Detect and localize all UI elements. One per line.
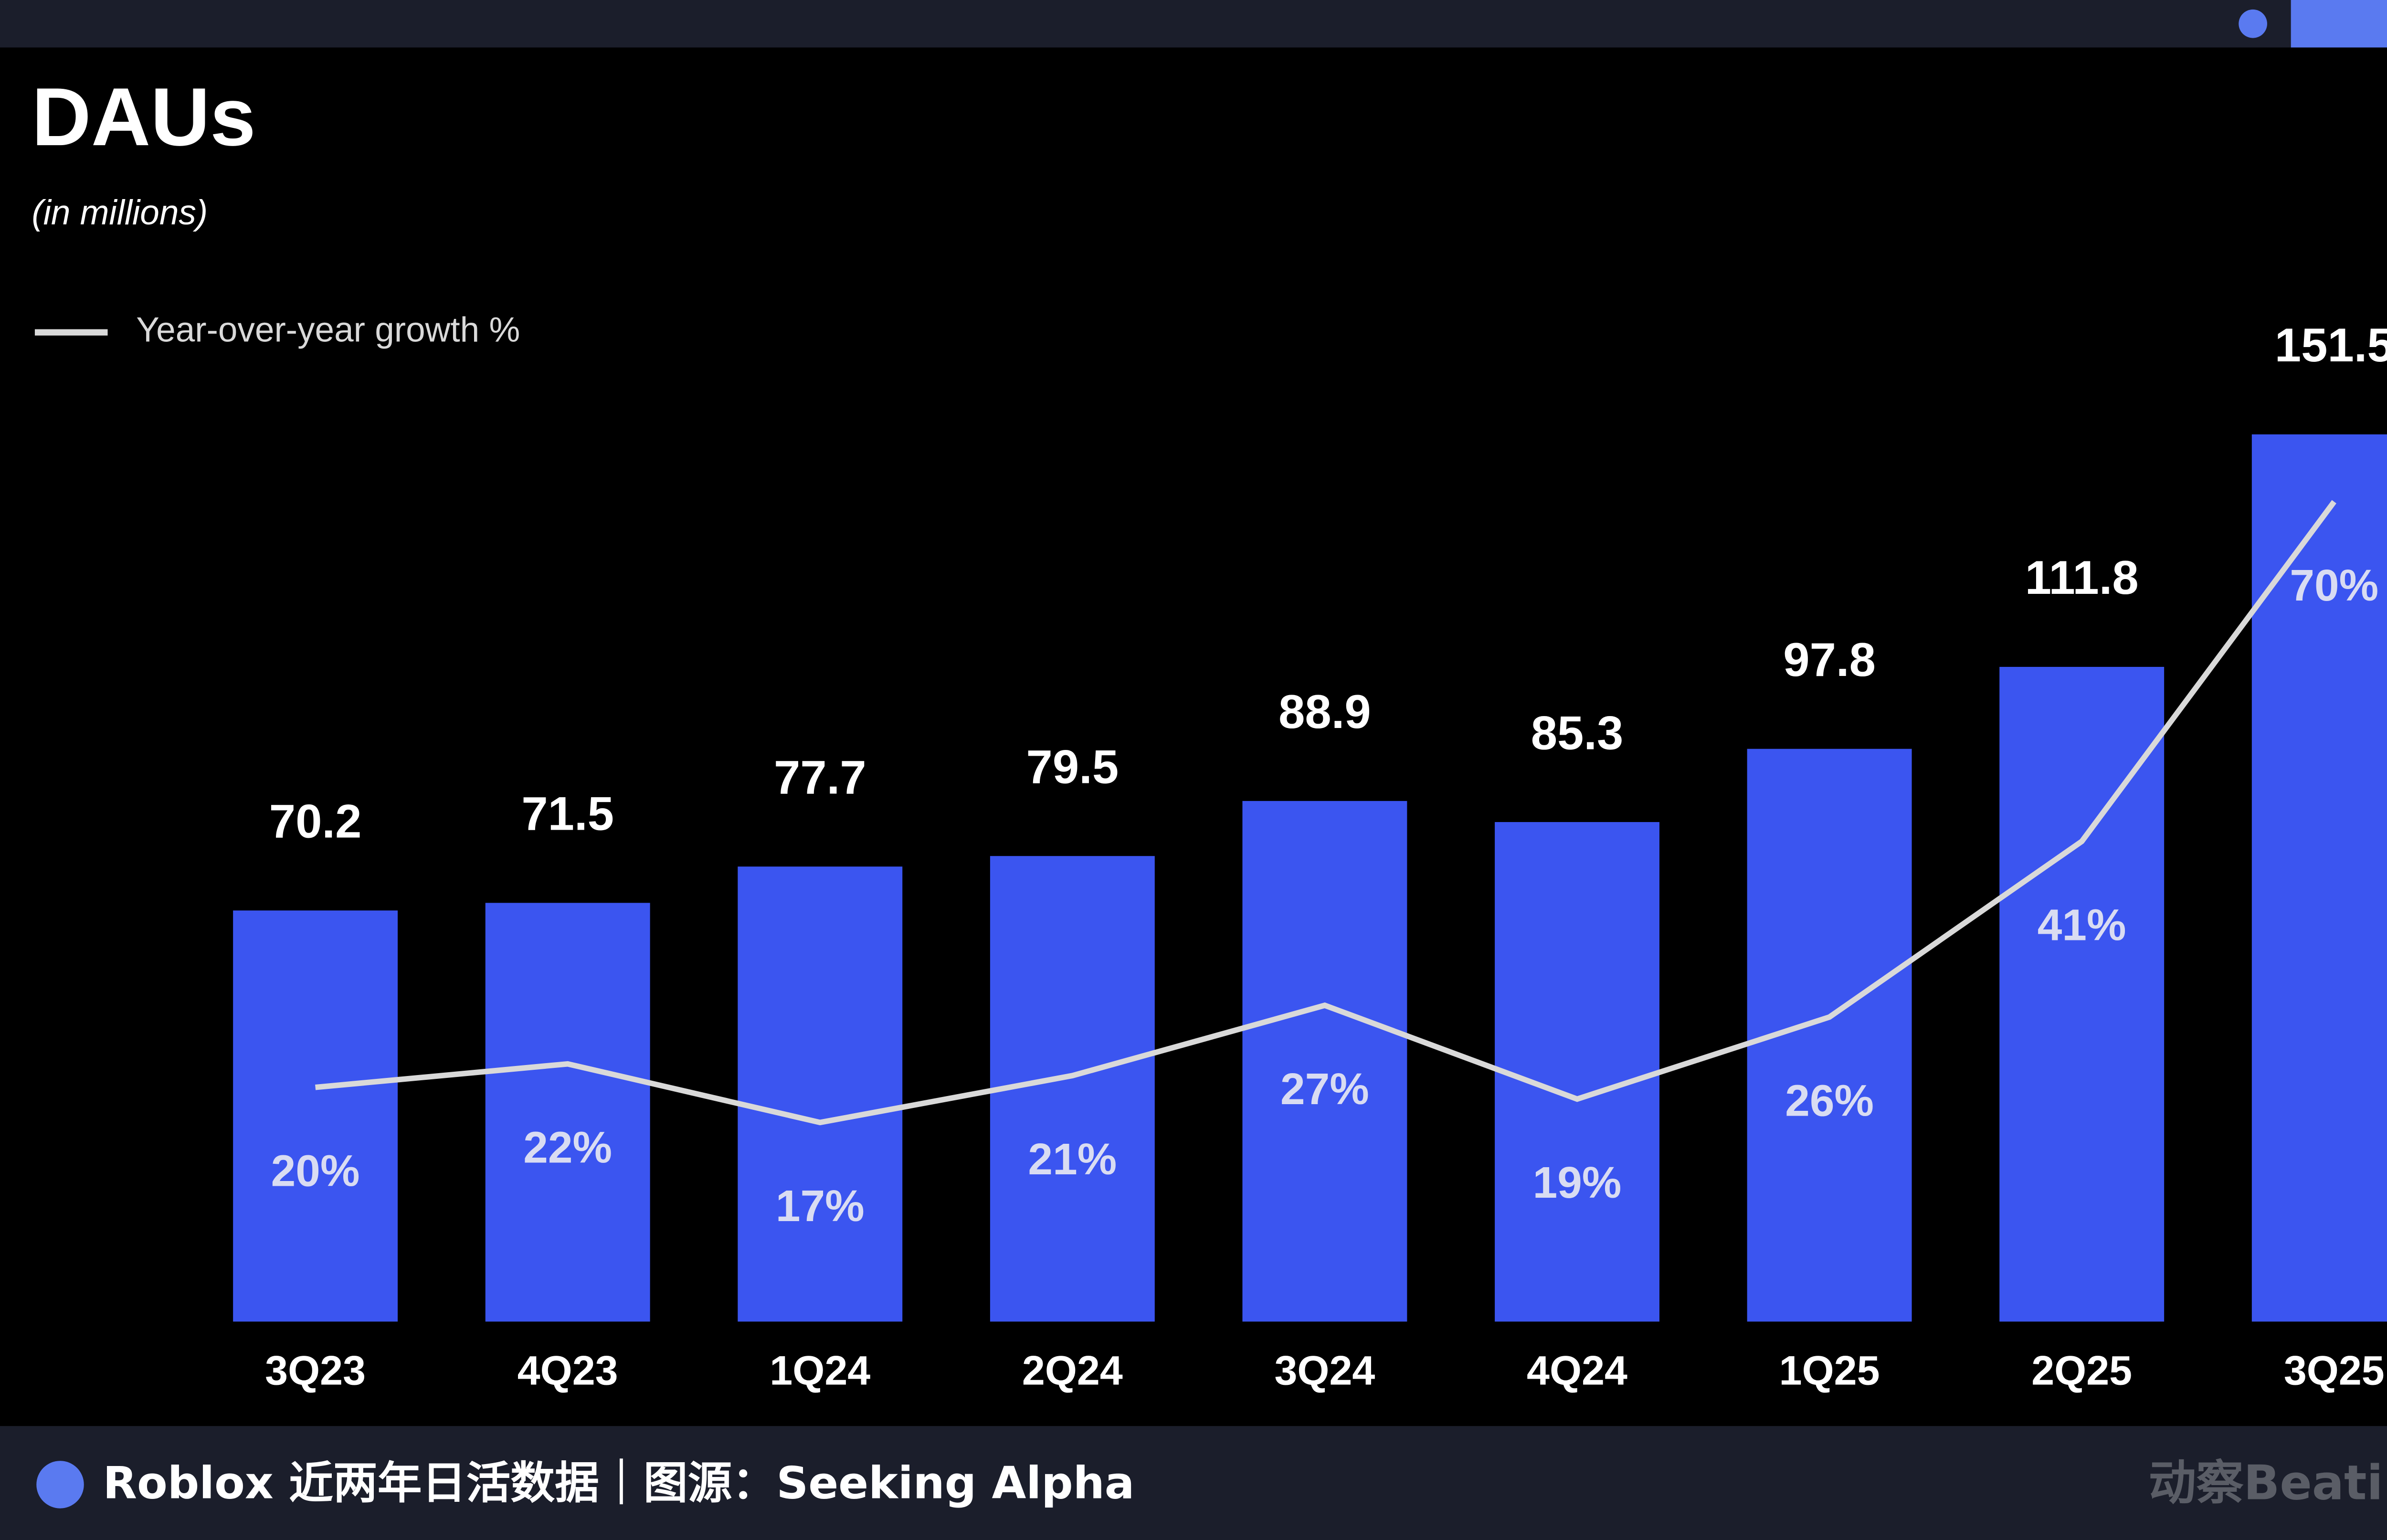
growth-label: 26% (1785, 1076, 1874, 1125)
x-tick-label: 3Q24 (1274, 1348, 1375, 1394)
top-dot (2239, 9, 2267, 38)
watermark: 动察Beating (2149, 1456, 2387, 1511)
bar-value-label: 88.9 (1278, 686, 1371, 738)
growth-label: 17% (776, 1181, 865, 1231)
bar (990, 856, 1155, 1322)
chart-title: DAUs (32, 71, 255, 163)
bar (1999, 666, 2165, 1322)
bar-value-label: 77.7 (774, 751, 866, 804)
x-tick-label: 2Q24 (1022, 1348, 1123, 1394)
footer-dot (36, 1461, 84, 1508)
bar (1242, 801, 1407, 1322)
top-bar (0, 0, 2387, 48)
bar-value-label: 111.8 (2025, 551, 2139, 604)
growth-label: 22% (523, 1123, 612, 1172)
footer-caption: Roblox 近两年日活数据｜图源：Seeking Alpha (103, 1457, 1135, 1509)
bar-value-label: 70.2 (269, 795, 362, 848)
x-tick-label: 2Q25 (2031, 1348, 2132, 1394)
bar-value-label: 71.5 (521, 788, 614, 841)
bar-value-label: 79.5 (1026, 740, 1119, 793)
bar (233, 910, 398, 1322)
bar-value-label: 151.5 (2275, 319, 2387, 372)
bar-value-label: 85.3 (1531, 707, 1624, 759)
bar (738, 866, 903, 1322)
bar (1495, 822, 1659, 1322)
x-tick-label: 1Q25 (1779, 1348, 1880, 1394)
growth-label: 20% (271, 1146, 360, 1196)
growth-label: 27% (1280, 1064, 1369, 1114)
x-tick-label: 3Q25 (2284, 1348, 2385, 1394)
growth-label: 21% (1028, 1134, 1117, 1184)
growth-label: 19% (1533, 1158, 1622, 1207)
bar-value-label: 97.8 (1783, 633, 1876, 686)
growth-label: 41% (2038, 900, 2126, 949)
growth-label: 70% (2290, 560, 2378, 610)
bar (485, 903, 650, 1322)
legend-label: Year-over-year growth % (136, 311, 520, 349)
chart-subtitle: (in millions) (32, 193, 208, 232)
growth-line (315, 500, 2336, 1126)
x-tick-label: 4Q23 (518, 1348, 618, 1394)
x-tick-label: 4Q24 (1527, 1348, 1627, 1394)
footer-bar (0, 1426, 2387, 1540)
top-tab (2291, 0, 2387, 48)
x-tick-label: 1Q24 (770, 1348, 870, 1394)
x-tick-label: 3Q23 (265, 1348, 366, 1394)
plot: 3Q23 4Q23 1Q24 2Q24 3Q24 4Q24 1Q25 2Q25 3Q25 70.2… (233, 319, 2387, 1394)
